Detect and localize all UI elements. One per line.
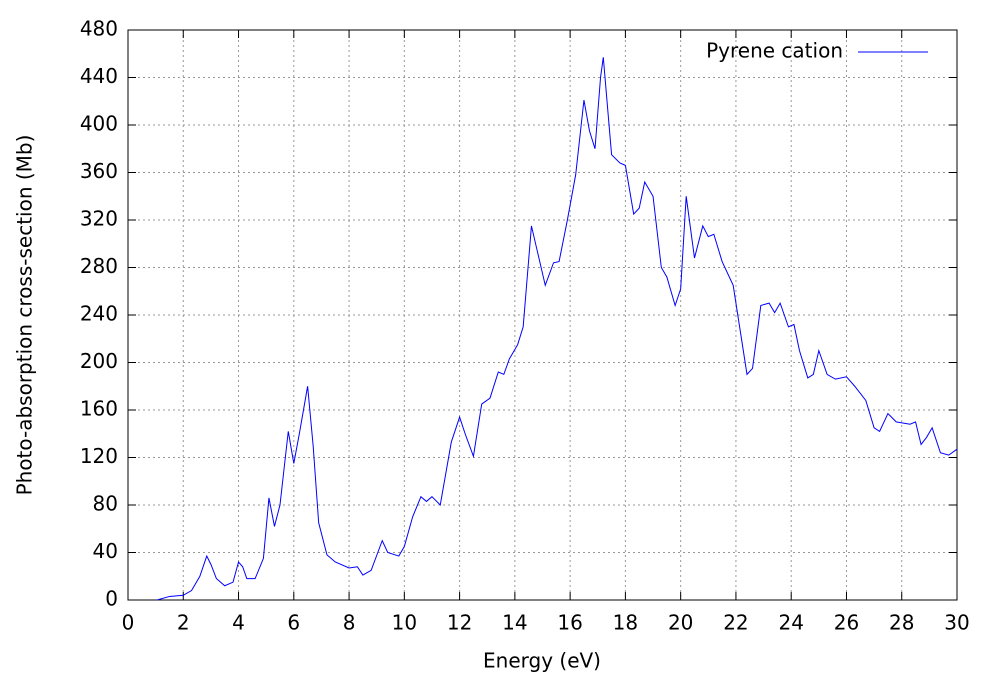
x-tick-label: 16 <box>557 611 582 635</box>
y-tick-label: 160 <box>80 397 118 421</box>
x-tick-label: 2 <box>177 611 190 635</box>
y-tick-label: 400 <box>80 112 118 136</box>
x-tick-label: 22 <box>723 611 748 635</box>
y-tick-label: 360 <box>80 159 118 183</box>
y-tick-label: 0 <box>105 587 118 611</box>
y-tick-label: 440 <box>80 64 118 88</box>
x-tick-label: 26 <box>834 611 859 635</box>
data-line <box>156 57 958 601</box>
y-tick-label: 200 <box>80 349 118 373</box>
y-axis-label: Photo-absorption cross-section (Mb) <box>13 135 37 496</box>
y-tick-label: 320 <box>80 207 118 231</box>
x-tick-label: 12 <box>447 611 472 635</box>
plot-frame <box>127 29 958 601</box>
x-tick-label: 14 <box>502 611 527 635</box>
x-tick-label: 8 <box>343 611 356 635</box>
x-tick-label: 24 <box>778 611 803 635</box>
x-tick-label: 28 <box>889 611 914 635</box>
x-tick-label: 20 <box>668 611 693 635</box>
y-tick-label: 480 <box>80 17 118 41</box>
y-tick-label: 240 <box>80 302 118 326</box>
x-tick-label: 6 <box>287 611 300 635</box>
y-tick-label: 120 <box>80 444 118 468</box>
x-tick-label: 18 <box>613 611 638 635</box>
y-tick-label: 80 <box>93 492 118 516</box>
x-tick-label: 30 <box>944 611 969 635</box>
x-tick-label: 0 <box>122 611 135 635</box>
x-tick-label: 4 <box>232 611 245 635</box>
legend-label: Pyrene cation <box>706 39 843 63</box>
x-tick-label: 10 <box>392 611 417 635</box>
y-tick-label: 280 <box>80 254 118 278</box>
y-tick-label: 40 <box>93 539 118 563</box>
x-axis-label: Energy (eV) <box>483 649 601 673</box>
